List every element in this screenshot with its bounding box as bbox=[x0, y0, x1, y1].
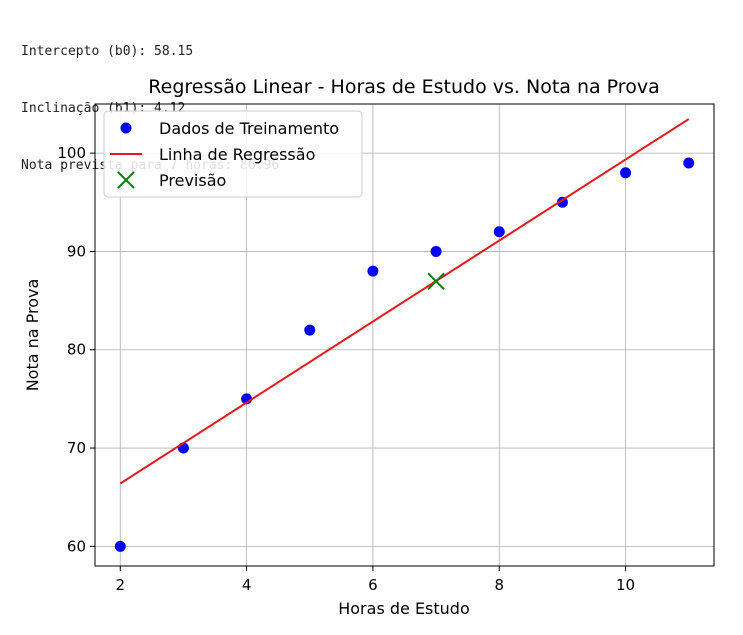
x-tick-label: 10 bbox=[616, 576, 635, 594]
y-tick-label: 60 bbox=[67, 537, 86, 555]
regression-line bbox=[119, 118, 690, 485]
training-data-point bbox=[430, 245, 442, 257]
legend-label: Previsão bbox=[159, 171, 226, 190]
training-data-point bbox=[114, 540, 126, 552]
x-tick-label: 8 bbox=[494, 576, 504, 594]
prediction-marker bbox=[427, 272, 445, 291]
y-tick-label: 80 bbox=[67, 341, 86, 359]
x-tick-label: 6 bbox=[368, 576, 378, 594]
legend-label: Dados de Treinamento bbox=[159, 119, 339, 138]
plot-frame bbox=[94, 103, 715, 567]
y-tick-label: 100 bbox=[57, 144, 86, 162]
y-axis-label: Nota na Prova bbox=[23, 279, 42, 392]
legend: Dados de Treinamento Linha de Regressão Pr… bbox=[103, 110, 363, 198]
x-tick-label: 2 bbox=[115, 576, 125, 594]
training-data-point bbox=[367, 265, 379, 277]
legend-box bbox=[103, 110, 363, 198]
axis-ticks: 2 4 6 8 10 60 70 80 90 100 bbox=[57, 144, 635, 594]
training-data-point bbox=[620, 167, 632, 179]
training-data-point bbox=[683, 157, 695, 169]
x-axis-label: Horas de Estudo bbox=[338, 599, 470, 618]
legend-marker-prediction bbox=[117, 171, 135, 189]
training-data-point bbox=[304, 324, 316, 336]
x-tick-label: 4 bbox=[242, 576, 252, 594]
training-data-point bbox=[493, 226, 505, 238]
training-data-point bbox=[556, 196, 568, 208]
plot-area bbox=[114, 118, 695, 552]
y-tick-label: 90 bbox=[67, 242, 86, 260]
console-line-intercept: Intercepto (b0): 58.15 bbox=[21, 44, 194, 59]
chart-title: Regressão Linear - Horas de Estudo vs. N… bbox=[148, 76, 659, 98]
y-tick-label: 70 bbox=[67, 439, 86, 457]
legend-marker-training bbox=[120, 122, 132, 134]
grid-lines bbox=[95, 104, 714, 566]
legend-label: Linha de Regressão bbox=[159, 145, 315, 164]
